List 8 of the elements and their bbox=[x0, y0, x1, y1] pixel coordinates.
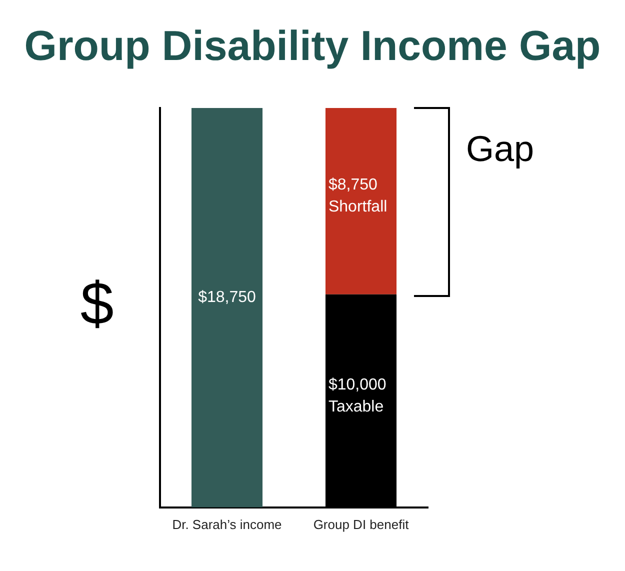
text: Gap bbox=[466, 128, 534, 170]
chart-title: Group Disability Income Gap bbox=[23, 22, 602, 70]
data-label: $18,750 bbox=[198, 289, 256, 306]
y-axis-title: $ bbox=[80, 270, 114, 338]
x-tick-label: Group DI benefit bbox=[313, 516, 410, 532]
x-tick-label: Dr. Sarah’s income bbox=[172, 516, 282, 532]
data-label: $8,750 Shortfall bbox=[328, 176, 388, 216]
data-label: $10,000 Taxable bbox=[328, 376, 386, 416]
